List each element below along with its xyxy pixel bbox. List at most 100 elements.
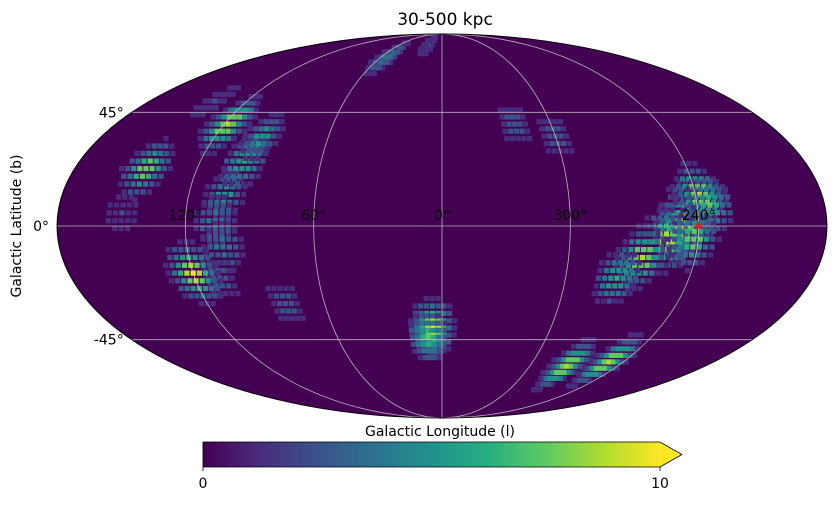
heatmap-cell: [408, 327, 415, 333]
heatmap-cell: [626, 339, 633, 345]
heatmap-cell: [630, 283, 636, 289]
heatmap-cell: [178, 247, 184, 253]
heatmap-cell: [253, 107, 259, 113]
heatmap-cell: [626, 275, 632, 281]
heatmap-cell: [672, 226, 678, 232]
heatmap-cell: [203, 247, 209, 253]
heatmap-cell: [686, 194, 692, 200]
heatmap-cell: [585, 350, 591, 356]
heatmap-cell: [513, 128, 519, 134]
heatmap-cell: [230, 173, 236, 179]
heatmap-cell: [197, 136, 203, 142]
heatmap-cell: [436, 341, 442, 347]
heatmap-cell: [565, 357, 571, 363]
heatmap-cell: [133, 173, 139, 179]
heatmap-cell: [165, 158, 171, 164]
heatmap-cell: [424, 320, 430, 326]
heatmap-cell: [203, 191, 209, 198]
heatmap-cell: [118, 226, 124, 232]
heatmap-cell: [571, 377, 577, 383]
heatmap-cell: [194, 262, 200, 268]
heatmap-cell: [214, 121, 220, 127]
heatmap-cell: [220, 202, 226, 208]
heatmap-cell: [527, 136, 533, 142]
heatmap-cell: [637, 339, 643, 345]
heatmap-cell: [710, 228, 717, 234]
heatmap-cell: [661, 239, 667, 245]
heatmap-cell: [671, 244, 677, 250]
heatmap-cell: [687, 247, 693, 253]
heatmap-cell: [221, 252, 227, 258]
heatmap-cell: [203, 136, 209, 142]
heatmap-cell: [701, 168, 707, 174]
heatmap-cell: [632, 275, 639, 281]
heatmap-cell: [213, 176, 219, 182]
heatmap-cell: [721, 218, 727, 224]
heatmap-cell: [250, 140, 256, 147]
heatmap-cell: [704, 233, 710, 240]
heatmap-cell: [258, 119, 264, 125]
heatmap-cell: [201, 202, 207, 208]
heatmap-cell: [435, 313, 441, 319]
heatmap-cell: [231, 121, 237, 127]
heatmap-cell: [106, 210, 112, 216]
heatmap-cell: [215, 143, 221, 149]
heatmap-cell: [184, 285, 190, 292]
heatmap-cell: [420, 51, 426, 57]
heatmap-cell: [291, 308, 297, 314]
heatmap-cell: [708, 218, 714, 224]
heatmap-cell: [226, 114, 232, 120]
heatmap-cell: [203, 128, 209, 134]
heatmap-cell: [575, 343, 582, 350]
colorbar-tick-label-max: 10: [651, 476, 669, 492]
heatmap-cell: [574, 357, 580, 363]
heatmap-cell: [414, 327, 420, 333]
heatmap-cell: [707, 202, 713, 208]
colorbar-outline: [202, 441, 683, 468]
heatmap-cell: [277, 301, 283, 307]
heatmap-cell: [146, 173, 152, 179]
heatmap-cell: [660, 247, 666, 253]
heatmap-cell: [219, 218, 225, 224]
heatmap-cell: [125, 218, 131, 224]
heatmap-cell: [610, 346, 616, 352]
heatmap-cell: [200, 112, 206, 118]
heatmap-cell: [202, 285, 208, 292]
heatmap-cell: [565, 350, 572, 356]
heatmap-cell: [229, 260, 235, 266]
heatmap-cell: [590, 350, 596, 356]
heatmap-cell: [131, 218, 137, 224]
longitude-tick-label: 0°: [434, 208, 450, 224]
heatmap-cell: [236, 173, 243, 179]
heatmap-cell: [213, 262, 219, 268]
heatmap-cell: [612, 298, 618, 304]
heatmap-cell: [212, 220, 218, 226]
heatmap-cell: [255, 173, 261, 179]
heatmap-cell: [198, 143, 204, 149]
heatmap-cell: [418, 303, 424, 309]
heatmap-cell: [599, 283, 606, 289]
latitude-tick-label: 0°: [33, 219, 49, 235]
heatmap-cell: [665, 236, 671, 242]
heatmap-cell: [425, 341, 432, 347]
heatmap-cell: [506, 121, 512, 127]
heatmap-cell: [231, 136, 237, 142]
heatmap-cell: [704, 236, 710, 242]
heatmap-cell: [648, 270, 654, 276]
heatmap-cell: [401, 40, 407, 46]
y-axis-label: Galactic Latitude (b): [9, 154, 25, 297]
heatmap-cell: [441, 334, 447, 340]
heatmap-cell: [214, 244, 220, 250]
heatmap-cell: [231, 85, 237, 91]
heatmap-cell: [269, 126, 275, 132]
heatmap-cell: [609, 290, 615, 297]
heatmap-cell: [576, 371, 582, 377]
heatmap-cell: [374, 59, 380, 65]
heatmap-cell: [663, 262, 669, 268]
heatmap-cell: [381, 49, 387, 55]
heatmap-cell: [670, 215, 676, 221]
heatmap-cell: [273, 140, 279, 147]
heatmap-cell: [534, 387, 540, 393]
heatmap-cell: [203, 270, 209, 276]
heatmap-cell: [679, 199, 685, 205]
